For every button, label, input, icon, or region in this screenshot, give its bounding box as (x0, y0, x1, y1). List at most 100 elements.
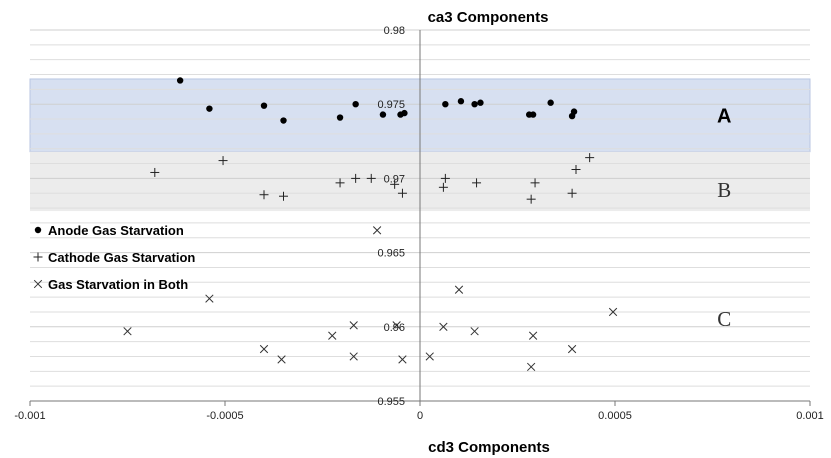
point-gas-starvation-in-both (328, 331, 337, 340)
point-cathode-gas-starvation (526, 194, 536, 204)
point-gas-starvation-in-both (123, 327, 132, 336)
point-cathode-gas-starvation (259, 190, 269, 200)
region-label-b: B (717, 178, 731, 202)
data-points (123, 77, 618, 372)
marker-stroke (398, 355, 407, 364)
point-cathode-gas-starvation (150, 167, 160, 177)
marker-stroke (277, 355, 286, 364)
legend-marker-anode-gas-starvation (34, 226, 42, 234)
marker-stroke (567, 344, 577, 354)
point-cathode-gas-starvation (218, 156, 228, 166)
point-cathode-gas-starvation (279, 191, 288, 201)
point-gas-starvation-in-both (454, 285, 464, 294)
point-anode-gas-starvation (547, 99, 554, 106)
x-tick-label: -0.0005 (206, 410, 243, 422)
point-cathode-gas-starvation (390, 179, 400, 189)
legend-marker-gas-starvation-in-both (33, 279, 43, 289)
point-anode-gas-starvation (336, 114, 344, 121)
marker-stroke (454, 285, 464, 294)
point-cathode-gas-starvation (366, 173, 376, 183)
marker-stroke (608, 307, 618, 317)
point-anode-gas-starvation (206, 105, 213, 112)
chart-title: ca3 Components (428, 9, 549, 26)
point-anode-gas-starvation (260, 102, 268, 109)
marker-stroke (528, 331, 538, 340)
region-label-c: C (717, 307, 731, 331)
marker-stroke (349, 321, 358, 330)
y-tick-label: 0.965 (377, 248, 405, 260)
point-gas-starvation-in-both (470, 327, 479, 336)
point-gas-starvation-in-both (349, 352, 358, 361)
marker-stroke (425, 352, 434, 361)
marker-stroke (259, 344, 269, 354)
point-anode-gas-starvation (570, 108, 578, 115)
marker-stroke (439, 322, 448, 331)
point-cathode-gas-starvation (438, 182, 448, 192)
marker-stroke (526, 362, 536, 372)
legend: Anode Gas Starvation Cathode Gas Starvati… (33, 223, 195, 292)
marker-stroke (328, 331, 337, 340)
marker-stroke (123, 327, 132, 336)
region-labels: A B C (717, 106, 731, 331)
point-gas-starvation-in-both (439, 322, 448, 331)
point-cathode-gas-starvation (397, 188, 407, 198)
point-anode-gas-starvation (477, 99, 484, 106)
marker-stroke (33, 279, 43, 289)
point-cathode-gas-starvation (351, 173, 361, 183)
legend-label: Gas Starvation in Both (48, 277, 188, 292)
point-anode-gas-starvation (176, 77, 184, 84)
point-cathode-gas-starvation (335, 178, 345, 188)
point-anode-gas-starvation (401, 109, 408, 117)
marker-stroke (372, 226, 382, 235)
y-tick-label: 0.97 (384, 173, 405, 185)
point-anode-gas-starvation (442, 101, 449, 108)
y-tick-label: 0.955 (377, 396, 405, 408)
x-axis-label: cd3 Components (428, 439, 550, 456)
point-gas-starvation-in-both (398, 355, 407, 364)
point-gas-starvation-in-both (567, 344, 577, 354)
point-gas-starvation-in-both (349, 321, 358, 330)
x-tick-labels: -0.001 -0.0005 0 0.0005 0.001 (14, 410, 823, 422)
x-tick-label: -0.001 (14, 410, 45, 422)
x-tick-label: 0.0005 (598, 410, 632, 422)
y-tick-label: 0.98 (384, 25, 405, 37)
legend-marker-cathode-gas-starvation (33, 252, 43, 262)
legend-item-cathode-gas-starvation: Cathode Gas Starvation (33, 250, 195, 265)
marker-stroke (205, 294, 214, 303)
point-anode-gas-starvation (529, 111, 537, 118)
point-gas-starvation-in-both (259, 344, 269, 354)
point-cathode-gas-starvation (440, 173, 450, 183)
legend-label: Cathode Gas Starvation (48, 250, 195, 265)
point-gas-starvation-in-both (205, 294, 214, 303)
point-gas-starvation-in-both (526, 362, 536, 372)
marker-stroke (349, 352, 358, 361)
point-gas-starvation-in-both (425, 352, 434, 361)
point-anode-gas-starvation (352, 101, 359, 108)
point-anode-gas-starvation (280, 117, 287, 124)
point-gas-starvation-in-both (528, 331, 538, 340)
point-cathode-gas-starvation (585, 153, 595, 163)
legend-item-anode-gas-starvation: Anode Gas Starvation (34, 223, 184, 238)
x-tick-label: 0 (417, 410, 423, 422)
axes (29, 30, 811, 406)
point-cathode-gas-starvation (567, 188, 577, 198)
point-gas-starvation-in-both (392, 321, 401, 330)
marker-stroke (392, 321, 401, 330)
legend-item-gas-starvation-in-both: Gas Starvation in Both (33, 277, 188, 292)
point-anode-gas-starvation (379, 111, 387, 118)
legend-label: Anode Gas Starvation (48, 223, 184, 238)
point-gas-starvation-in-both (608, 307, 618, 317)
point-anode-gas-starvation (471, 101, 478, 108)
x-tick-label: 0.001 (796, 410, 824, 422)
point-anode-gas-starvation (457, 98, 465, 105)
region-label-a: A (717, 106, 731, 128)
marker-stroke (470, 327, 479, 336)
point-gas-starvation-in-both (277, 355, 286, 364)
y-tick-label: 0.975 (377, 99, 405, 111)
point-cathode-gas-starvation (530, 178, 540, 188)
point-gas-starvation-in-both (372, 226, 382, 235)
point-cathode-gas-starvation (571, 164, 581, 174)
point-cathode-gas-starvation (472, 178, 482, 188)
